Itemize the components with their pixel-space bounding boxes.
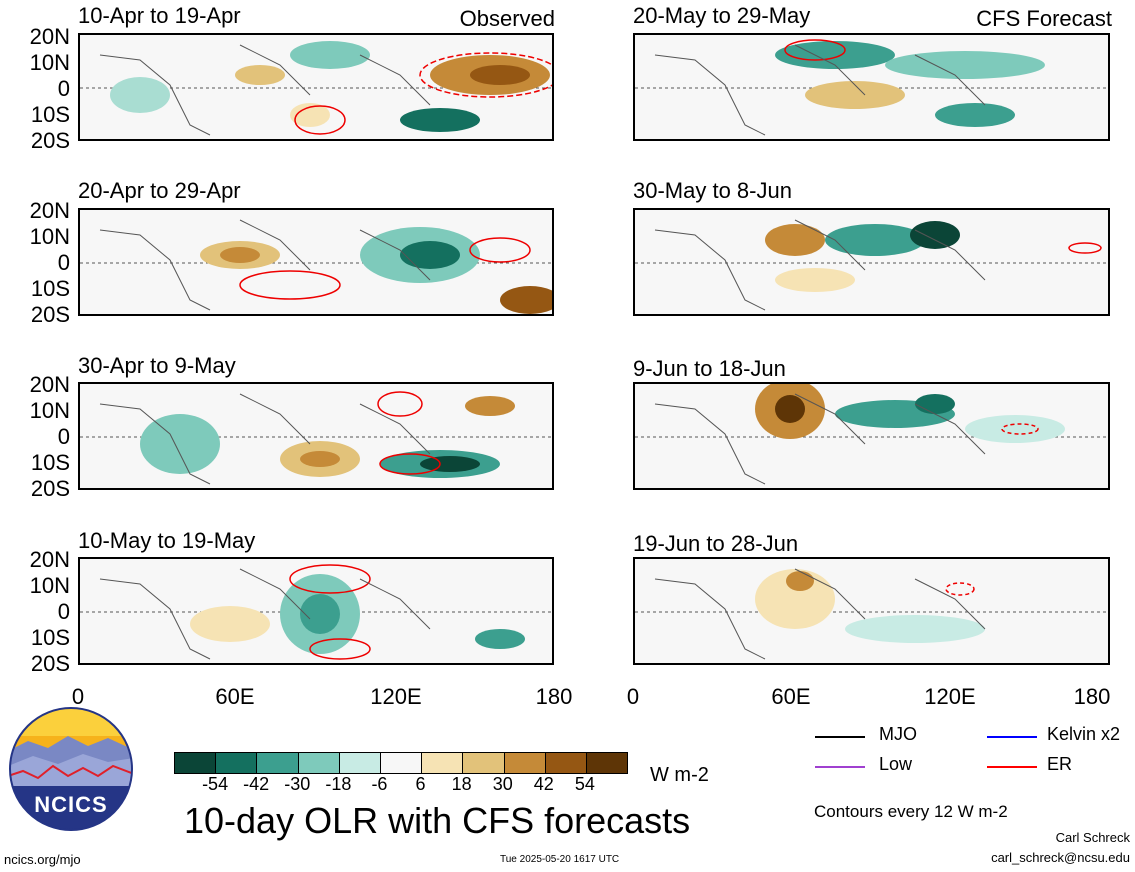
colorbar-swatch	[216, 753, 258, 773]
legend-label-mjo: MJO	[879, 724, 917, 744]
footer-author: Carl Schreck	[1055, 830, 1130, 845]
lat-label: 0	[57, 424, 70, 449]
contours-note: Contours every 12 W m-2	[814, 802, 1008, 821]
legend-line-low	[815, 766, 865, 768]
olr-map-observed-2	[78, 208, 554, 316]
ncics-logo: NCICS	[8, 706, 134, 832]
legend-line-mjo	[815, 736, 865, 738]
lat-label: 20N	[29, 372, 70, 397]
colorbar-tick-label: 6	[415, 774, 426, 794]
map-anomaly-field	[80, 41, 552, 136]
lat-label: 10N	[29, 224, 70, 249]
footer-email[interactable]: carl_schreck@ncsu.edu	[991, 850, 1130, 865]
panel-title-5: 20-May to 29-May	[633, 3, 811, 28]
lat-label: 10N	[29, 50, 70, 75]
colorbar-swatch	[339, 753, 381, 773]
colorbar-units: W m-2	[650, 764, 709, 786]
olr-map-observed-3	[78, 382, 554, 490]
colorbar-tick-label: 18	[451, 774, 472, 794]
forecast-header: CFS Forecast	[976, 6, 1112, 31]
panel-title-8: 19-Jun to 28-Jun	[633, 531, 799, 556]
lon-label-right-120e: 120E	[924, 684, 976, 709]
map-anomaly-field	[80, 391, 552, 485]
colorbar-tick-label: -42	[243, 774, 270, 794]
lat-label: 0	[57, 599, 70, 624]
colorbar-swatch	[586, 753, 628, 773]
colorbar-tick-label: 30	[492, 774, 513, 794]
colorbar-swatch	[175, 753, 217, 773]
logo-text: NCICS	[34, 792, 108, 817]
lat-label: 10S	[30, 450, 70, 475]
lon-label-left-180: 180	[535, 684, 573, 709]
lat-label: 20N	[29, 547, 70, 572]
colorbar-swatch	[380, 753, 423, 773]
lat-label: 20S	[30, 476, 70, 501]
lat-label: 20N	[29, 198, 70, 223]
footer-timestamp: Tue 2025-05-20 1617 UTC	[500, 854, 620, 865]
colorbar-swatch	[545, 753, 587, 773]
panel-title-2: 20-Apr to 29-Apr	[78, 178, 241, 203]
olr-map-forecast-3	[633, 382, 1110, 490]
lon-label-left-60e: 60E	[215, 684, 255, 709]
map-anomaly-field	[80, 219, 552, 314]
panel-title-6: 30-May to 8-Jun	[633, 178, 792, 203]
colorbar-swatch	[463, 753, 505, 773]
colorbar-tick-label: -18	[325, 774, 352, 794]
main-title: 10-day OLR with CFS forecasts	[184, 800, 691, 841]
lat-label: 20S	[30, 651, 70, 676]
lat-label: 10S	[30, 102, 70, 127]
legend-label-low: Low	[879, 754, 913, 774]
map-anomaly-field	[635, 39, 1108, 136]
lat-label: 20S	[30, 128, 70, 153]
colorbar-tick-label: -54	[202, 774, 229, 794]
colorbar-swatch	[422, 753, 464, 773]
colorbar-tick-label: 54	[574, 774, 595, 794]
lon-label-left-120e: 120E	[370, 684, 422, 709]
colorbar-labels: -54 -42 -30 -18 -6 6 18 30 42 54	[174, 774, 626, 796]
lat-label: 10N	[29, 398, 70, 423]
lat-label: 20N	[29, 24, 70, 49]
legend-line-er	[987, 766, 1037, 768]
footer-url[interactable]: ncics.org/mjo	[4, 852, 81, 867]
olr-map-observed-4	[78, 557, 554, 665]
olr-map-forecast-2	[633, 208, 1110, 316]
observed-header: Observed	[459, 6, 555, 31]
lon-label-right-60e: 60E	[771, 684, 811, 709]
lat-label: 20S	[30, 302, 70, 327]
lon-label-left-0: 0	[71, 684, 85, 709]
lat-label: 10S	[30, 276, 70, 301]
panel-title-7: 9-Jun to 18-Jun	[633, 356, 786, 381]
colorbar	[174, 752, 628, 774]
panel-title-3: 30-Apr to 9-May	[78, 353, 236, 378]
colorbar-swatch	[257, 753, 299, 773]
colorbar-tick-label: 42	[533, 774, 554, 794]
legend-label-kelvin: Kelvin x2	[1047, 724, 1121, 744]
lat-label: 10S	[30, 625, 70, 650]
colorbar-tick-label: -6	[371, 774, 388, 794]
map-anomaly-field	[635, 219, 1108, 311]
map-anomaly-field	[80, 564, 552, 660]
olr-map-forecast-4	[633, 557, 1110, 665]
map-anomaly-field	[635, 384, 1108, 485]
lat-label: 10N	[29, 573, 70, 598]
colorbar-swatch	[504, 753, 546, 773]
lat-label: 0	[57, 250, 70, 275]
legend-label-er: ER	[1047, 754, 1073, 774]
lon-label-right-180: 180	[1073, 684, 1111, 709]
lon-label-right-0: 0	[626, 684, 640, 709]
panel-title-1: 10-Apr to 19-Apr	[78, 3, 241, 28]
olr-map-forecast-1	[633, 33, 1110, 141]
olr-map-observed-1	[78, 33, 554, 141]
legend-line-kelvin	[987, 736, 1037, 738]
lat-label: 0	[57, 76, 70, 101]
colorbar-tick-label: -30	[284, 774, 311, 794]
colorbar-swatch	[298, 753, 340, 773]
map-anomaly-field	[635, 568, 1108, 660]
panel-title-4: 10-May to 19-May	[78, 528, 256, 553]
